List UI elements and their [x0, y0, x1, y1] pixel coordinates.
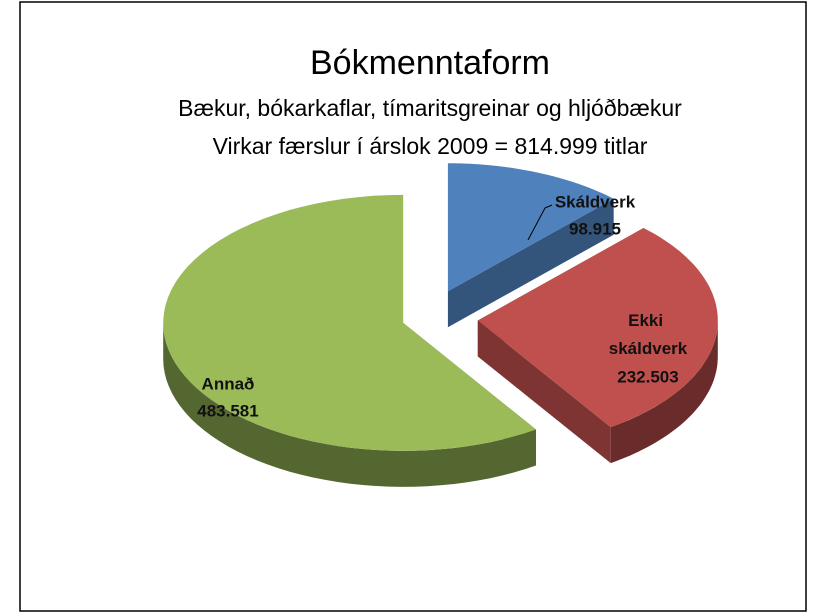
- slice-label-line: Ekki: [628, 311, 668, 330]
- slice-side: [163, 322, 536, 487]
- chart-subtitle: Virkar færslur í árslok 2009 = 814.999 t…: [213, 133, 648, 159]
- chart-title: Bókmenntaform: [310, 44, 550, 82]
- slice-label: Ekki skáldverk: [609, 311, 688, 358]
- pie-slice: [447, 163, 614, 292]
- slice-cut-face: [447, 198, 614, 328]
- slice-value-label: 98.915: [569, 219, 621, 238]
- slice-label-line: skáldverk: [609, 339, 688, 358]
- slice-label: Skáldverk: [555, 192, 636, 211]
- slice-side: [610, 320, 718, 464]
- pie-slice: [477, 228, 718, 428]
- pie-slice: [163, 194, 536, 451]
- slice-cut-face: [477, 320, 611, 464]
- chart-subtitle: Bækur, bókarkaflar, tímaritsgreinar og h…: [178, 95, 682, 121]
- slice-value-label: 232.503: [617, 367, 678, 386]
- leader-line: [527, 204, 553, 241]
- slice-value-label: 483.581: [197, 401, 258, 420]
- slice-label: Annað: [202, 374, 255, 393]
